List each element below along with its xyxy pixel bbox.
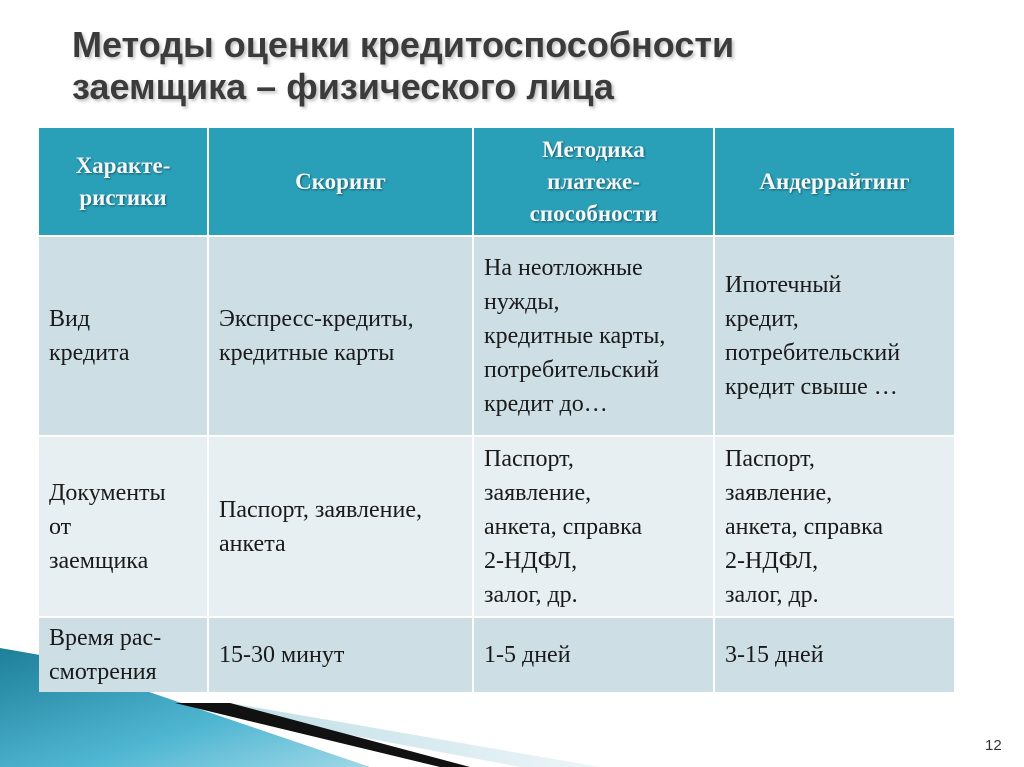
table-row: Вид кредита Экспресс-кредиты, кредитные … bbox=[39, 237, 954, 435]
title-line-2: заемщика – физического лица bbox=[72, 66, 614, 107]
table-row: Документы от заемщика Паспорт, заявление… bbox=[39, 437, 954, 616]
table-cell: Вид кредита bbox=[39, 237, 207, 435]
table-cell: Экспресс-кредиты, кредитные карты bbox=[209, 237, 472, 435]
header-underwriting: Андеррайтинг bbox=[715, 128, 954, 235]
table-row: Время рас- смотрения 15-30 минут 1-5 дне… bbox=[39, 618, 954, 692]
table-cell: 3-15 дней bbox=[715, 618, 954, 692]
table-cell: Паспорт, заявление, анкета bbox=[209, 437, 472, 616]
title-line-1: Методы оценки кредитоспособности bbox=[72, 24, 735, 65]
comparison-table: Характе- ристики Скоринг Методика платеж… bbox=[37, 126, 956, 694]
table-header-row: Характе- ристики Скоринг Методика платеж… bbox=[39, 128, 954, 235]
table-cell: 15-30 минут bbox=[209, 618, 472, 692]
table-cell: Паспорт, заявление, анкета, справка 2-НД… bbox=[715, 437, 954, 616]
page-number: 12 bbox=[985, 737, 1002, 754]
slide-title: Методы оценки кредитоспособности заемщик… bbox=[72, 24, 734, 108]
header-characteristics: Характе- ристики bbox=[39, 128, 207, 235]
header-scoring: Скоринг bbox=[209, 128, 472, 235]
table-cell: Время рас- смотрения bbox=[39, 618, 207, 692]
table-cell: Документы от заемщика bbox=[39, 437, 207, 616]
table-cell: Ипотечный кредит, потребительский кредит… bbox=[715, 237, 954, 435]
table-cell: 1-5 дней bbox=[474, 618, 713, 692]
header-solvency-method: Методика платеже- способности bbox=[474, 128, 713, 235]
table-cell: На неотложные нужды, кредитные карты, по… bbox=[474, 237, 713, 435]
table-cell: Паспорт, заявление, анкета, справка 2-НД… bbox=[474, 437, 713, 616]
